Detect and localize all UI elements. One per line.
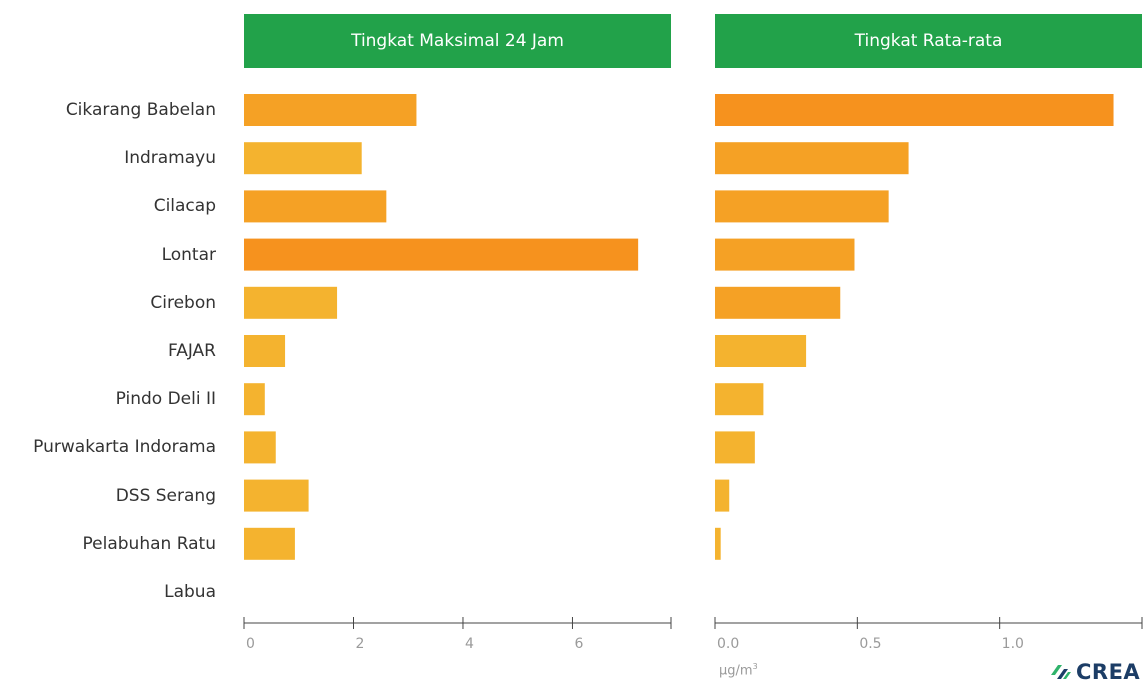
category-label: Pindo Deli II: [115, 389, 216, 410]
left-panel-title: Tingkat Maksimal 24 Jam: [351, 31, 564, 51]
x-tick-label: 2: [355, 636, 364, 652]
category-label: Pelabuhan Ratu: [82, 533, 216, 554]
category-label: Cikarang Babelan: [65, 100, 216, 120]
category-label: Lontar: [161, 244, 216, 265]
category-label: Indramayu: [124, 148, 216, 169]
category-label: Cilacap: [153, 196, 216, 217]
bar-max-3: [244, 238, 639, 271]
bar-avg-1: [715, 142, 909, 175]
bar-max-9: [244, 527, 295, 560]
category-label: FAJAR: [167, 341, 216, 361]
category-label: DSS Serang: [115, 485, 216, 506]
bar-max-4: [244, 286, 338, 319]
bar-avg-5: [715, 335, 807, 367]
unit-label: μg/m3: [719, 662, 758, 678]
bar-avg-8: [715, 479, 730, 512]
x-tick-label: 1.0: [1002, 636, 1024, 652]
crea-logo-icon: [1051, 665, 1071, 679]
bar-avg-7: [715, 431, 755, 464]
right-panel-header: Tingkat Rata-rata: [715, 14, 1142, 68]
x-tick-label: 0.0: [717, 636, 739, 652]
bar-avg-4: [715, 286, 841, 319]
x-tick-label: 6: [574, 636, 583, 652]
right-panel-title: Tingkat Rata-rata: [854, 31, 1003, 51]
category-label: Cirebon: [150, 292, 216, 313]
left-panel-header: Tingkat Maksimal 24 Jam: [244, 14, 671, 68]
bar-max-1: [244, 142, 362, 175]
bar-max-7: [244, 431, 276, 464]
bar-max-0: [244, 94, 417, 126]
bar-avg-6: [715, 383, 764, 416]
bar-max-2: [244, 190, 387, 223]
bar-max-8: [244, 479, 309, 512]
x-tick-label: 4: [465, 636, 474, 652]
category-label: Labua: [164, 582, 216, 602]
category-label: Purwakarta Indorama: [33, 437, 216, 458]
bar-max-6: [244, 383, 265, 416]
x-tick-label: 0.5: [859, 636, 881, 652]
bar-avg-2: [715, 190, 889, 223]
unit-exponent: 3: [752, 662, 758, 671]
crea-logo-text: CREA: [1076, 660, 1141, 684]
bar-avg-3: [715, 238, 855, 271]
crea-logo: CREA: [1049, 660, 1140, 684]
x-tick-label: 0: [246, 636, 255, 652]
bar-avg-9: [715, 527, 721, 560]
bar-avg-0: [715, 94, 1114, 126]
bar-max-5: [244, 335, 286, 367]
unit-base: μg/m: [719, 663, 753, 679]
